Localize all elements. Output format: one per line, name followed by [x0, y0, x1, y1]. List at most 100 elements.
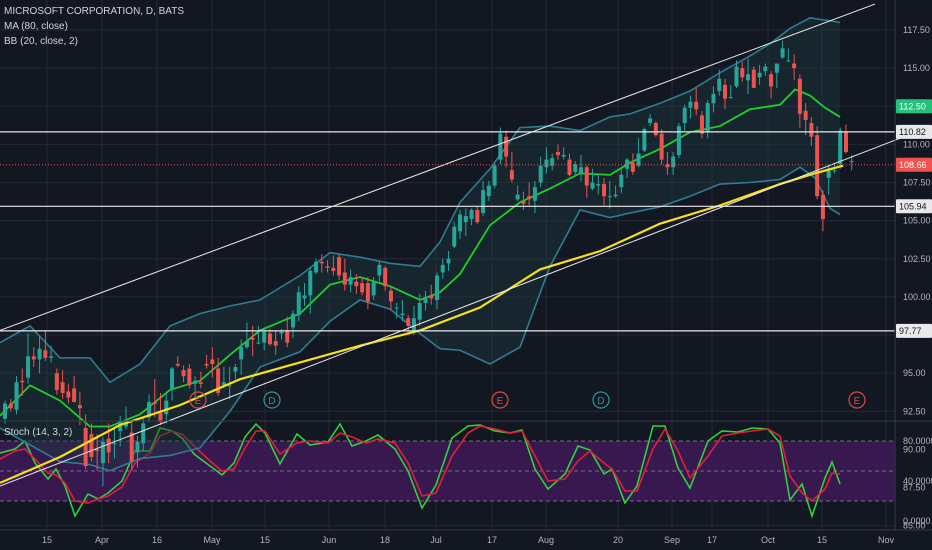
candle-body	[129, 432, 134, 462]
stoch-d-line	[0, 425, 841, 504]
candle-body	[37, 348, 42, 360]
price-tag-label: 112.50	[899, 101, 926, 111]
candle-body	[158, 412, 163, 422]
bb-basis-line	[0, 88, 841, 428]
candle-body	[337, 257, 342, 276]
x-tick-label: May	[203, 535, 221, 545]
candle-body	[820, 194, 825, 220]
candle-body	[481, 190, 486, 213]
channel-upper-line	[0, 3, 876, 331]
y-tick-label: 105.00	[903, 216, 931, 226]
candle-body	[486, 185, 491, 197]
stoch-y-tick-label: 0.0000	[903, 516, 931, 526]
candle-body	[175, 363, 180, 366]
candle-body	[625, 159, 630, 169]
candle-body	[411, 318, 416, 332]
candle-body	[659, 133, 664, 160]
ma-legend[interactable]: MA (80, close)	[4, 21, 68, 32]
candle-body	[400, 313, 405, 316]
indicator-lines	[0, 3, 901, 487]
y-tick-label: 92.50	[903, 406, 926, 416]
candle-body	[746, 74, 751, 81]
candle-body	[406, 318, 411, 326]
price-tag-label: 105.94	[899, 201, 927, 211]
candle-body	[135, 441, 140, 453]
x-tick-label: Oct	[761, 535, 776, 545]
candle-body	[584, 167, 589, 186]
candle-body	[262, 331, 267, 343]
candle-body	[123, 423, 128, 427]
x-tick-label: Jun	[322, 535, 337, 545]
candle-body	[509, 170, 514, 180]
candle-body	[360, 283, 365, 293]
stochastic-panel	[0, 422, 895, 519]
stoch-y-tick-label: 80.0000	[903, 436, 932, 446]
symbol-title[interactable]: MICROSOFT CORPORATION, D, BATS	[4, 6, 185, 17]
candle-body	[532, 187, 537, 201]
y-tick-label: 107.50	[903, 178, 931, 188]
horizontal-lines	[0, 131, 895, 332]
candle-body	[291, 313, 295, 328]
candle-body	[66, 391, 71, 398]
stoch-k-line	[0, 422, 841, 519]
candle-body	[147, 402, 151, 418]
candle-body	[469, 209, 474, 220]
stoch-legend[interactable]: Stoch (14, 3, 2)	[4, 427, 73, 438]
candle-body	[106, 438, 111, 453]
stoch-y-tick-label: 40.0000	[903, 476, 932, 486]
candle-body	[734, 66, 739, 87]
candle-body	[181, 370, 186, 377]
candle-body	[567, 159, 572, 175]
candle-body	[676, 126, 681, 156]
bb-legend[interactable]: BB (20, close, 2)	[4, 36, 78, 47]
dividend-marker	[592, 391, 610, 409]
candle-body	[475, 209, 480, 223]
candle-body	[383, 267, 388, 287]
candle-body	[498, 133, 503, 160]
candle-body	[354, 281, 359, 287]
candle-body	[653, 123, 658, 136]
candle-body	[763, 66, 768, 72]
candle-body	[3, 403, 7, 419]
candle-body	[786, 60, 791, 62]
candle-body	[550, 158, 555, 166]
candle-body	[832, 170, 837, 172]
candle-body	[14, 382, 19, 410]
bollinger-bands	[0, 16, 841, 472]
x-tick-label: 17	[707, 535, 717, 545]
x-tick-label: 15	[260, 535, 270, 545]
candle-body	[458, 214, 463, 232]
candle-body	[141, 423, 146, 444]
candle-body	[555, 152, 560, 156]
candle-body	[717, 78, 722, 91]
candle-body	[429, 295, 434, 299]
candle-body	[388, 290, 393, 302]
earnings-marker	[848, 391, 866, 409]
candle-body	[20, 380, 25, 383]
candle-body	[365, 283, 370, 302]
candle-body	[319, 261, 324, 264]
y-tick-label: 95.00	[903, 368, 926, 378]
candle-body	[792, 63, 797, 69]
x-tick-label: Jul	[430, 535, 442, 545]
candle-body	[723, 84, 727, 99]
price-tag	[896, 323, 932, 338]
candle-body	[803, 110, 808, 120]
candle-body	[711, 94, 716, 104]
price-tag	[896, 199, 932, 214]
candle-body	[331, 267, 336, 271]
candle-body	[797, 78, 802, 114]
candle-body	[26, 356, 31, 378]
candle-body	[342, 272, 347, 285]
candle-body	[682, 107, 687, 124]
candle-body	[665, 164, 670, 168]
y-tick-label: 117.50	[903, 25, 930, 35]
x-tick-label: 20	[613, 535, 623, 545]
candle-body	[198, 382, 203, 384]
candle-body	[72, 388, 77, 403]
y-tick-label: 90.00	[903, 444, 926, 454]
candle-body	[325, 266, 330, 268]
candle-body	[308, 270, 313, 296]
candle-body	[423, 296, 428, 303]
